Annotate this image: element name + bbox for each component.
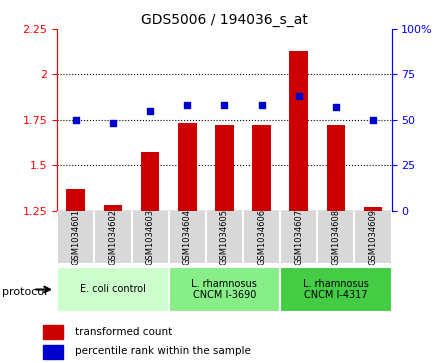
Text: protocol: protocol xyxy=(2,287,48,297)
Bar xyxy=(169,267,280,312)
Text: GSM1034606: GSM1034606 xyxy=(257,209,266,265)
Title: GDS5006 / 194036_s_at: GDS5006 / 194036_s_at xyxy=(141,13,308,26)
Point xyxy=(110,121,117,126)
Bar xyxy=(43,345,63,359)
Bar xyxy=(252,125,271,211)
Bar xyxy=(178,123,197,211)
Bar xyxy=(215,125,234,211)
Bar xyxy=(290,51,308,211)
Point xyxy=(332,104,339,110)
Bar xyxy=(141,152,159,211)
Point xyxy=(221,102,228,108)
Text: percentile rank within the sample: percentile rank within the sample xyxy=(75,346,251,356)
Text: L. rhamnosus
CNCM I-3690: L. rhamnosus CNCM I-3690 xyxy=(191,279,257,300)
Text: L. rhamnosus
CNCM I-4317: L. rhamnosus CNCM I-4317 xyxy=(303,279,369,300)
Point xyxy=(258,102,265,108)
Bar xyxy=(57,267,169,312)
Point xyxy=(295,93,302,99)
Bar xyxy=(43,325,63,339)
Text: GSM1034603: GSM1034603 xyxy=(146,209,154,265)
Text: GSM1034604: GSM1034604 xyxy=(183,209,192,265)
Point xyxy=(147,108,154,114)
Bar xyxy=(326,125,345,211)
Text: E. coli control: E. coli control xyxy=(80,285,146,294)
Point xyxy=(370,117,377,123)
Point xyxy=(72,117,79,123)
Text: transformed count: transformed count xyxy=(75,327,172,337)
Bar xyxy=(280,267,392,312)
Bar xyxy=(364,207,382,211)
Text: GSM1034601: GSM1034601 xyxy=(71,209,80,265)
Text: GSM1034607: GSM1034607 xyxy=(294,209,303,265)
Text: GSM1034609: GSM1034609 xyxy=(369,209,378,265)
Bar xyxy=(104,205,122,211)
Text: GSM1034605: GSM1034605 xyxy=(220,209,229,265)
Text: GSM1034608: GSM1034608 xyxy=(331,209,341,265)
Point xyxy=(184,102,191,108)
Text: GSM1034602: GSM1034602 xyxy=(108,209,117,265)
Bar xyxy=(66,189,85,211)
